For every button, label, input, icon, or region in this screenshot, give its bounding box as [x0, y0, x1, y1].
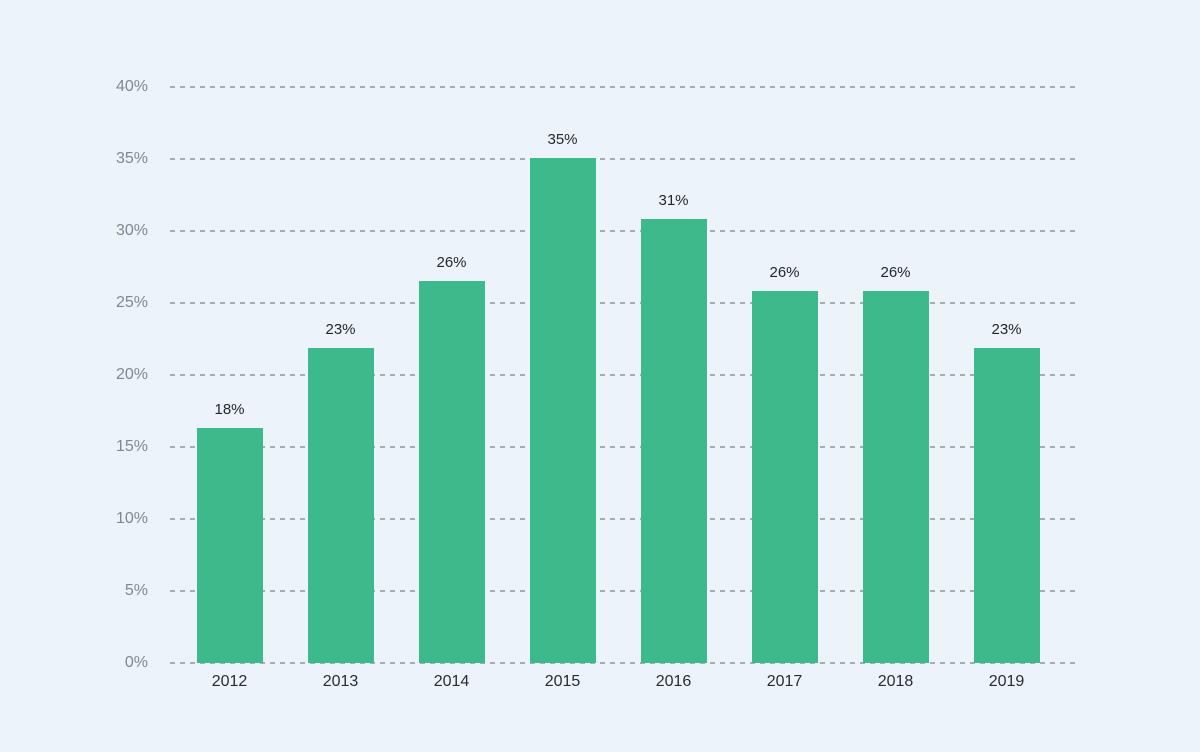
- bar-value-label: 31%: [658, 192, 689, 210]
- x-axis-label: 2015: [544, 673, 581, 690]
- x-axis-label: 2019: [988, 673, 1025, 690]
- gridline: [170, 302, 1078, 304]
- bar-2015: [529, 157, 596, 663]
- bar-2016: [640, 219, 707, 663]
- gridline: [170, 518, 1078, 520]
- gridline: [170, 158, 1078, 160]
- y-axis-tick-label: 20%: [115, 366, 148, 383]
- y-axis-tick-label: 40%: [115, 78, 148, 95]
- bar-2014: [418, 281, 485, 663]
- x-axis-label: 2016: [655, 673, 692, 690]
- gridline: [170, 590, 1078, 592]
- bar-value-label: 26%: [436, 254, 467, 272]
- x-axis-label: 2014: [433, 673, 470, 690]
- y-axis-tick-label: 10%: [115, 510, 148, 527]
- gridline: [170, 374, 1078, 376]
- x-axis-label: 2017: [766, 673, 803, 690]
- y-axis-tick-label: 5%: [124, 582, 148, 599]
- bar-value-label: 26%: [880, 264, 911, 282]
- bar-2013: [307, 347, 374, 663]
- gridline: [170, 446, 1078, 448]
- x-axis-label: 2013: [322, 673, 359, 690]
- bar-2019: [973, 347, 1040, 663]
- bar-2017: [751, 291, 818, 663]
- gridline: [170, 662, 1078, 664]
- bar-value-label: 23%: [991, 320, 1022, 338]
- bar-value-label: 23%: [325, 320, 356, 338]
- y-axis-tick-label: 30%: [115, 222, 148, 239]
- y-axis-tick-label: 15%: [115, 438, 148, 455]
- bar-value-label: 18%: [214, 401, 245, 419]
- x-axis-label: 2012: [211, 673, 248, 690]
- y-axis-tick-label: 0%: [124, 654, 148, 671]
- gridline: [170, 230, 1078, 232]
- bar-2018: [862, 291, 929, 663]
- y-axis-tick-label: 25%: [115, 294, 148, 311]
- bar-value-label: 26%: [769, 264, 800, 282]
- bar-2012: [196, 428, 263, 663]
- gridline: [170, 86, 1078, 88]
- y-axis-tick-label: 35%: [115, 150, 148, 167]
- x-axis-label: 2018: [877, 673, 914, 690]
- bar-value-label: 35%: [547, 130, 578, 148]
